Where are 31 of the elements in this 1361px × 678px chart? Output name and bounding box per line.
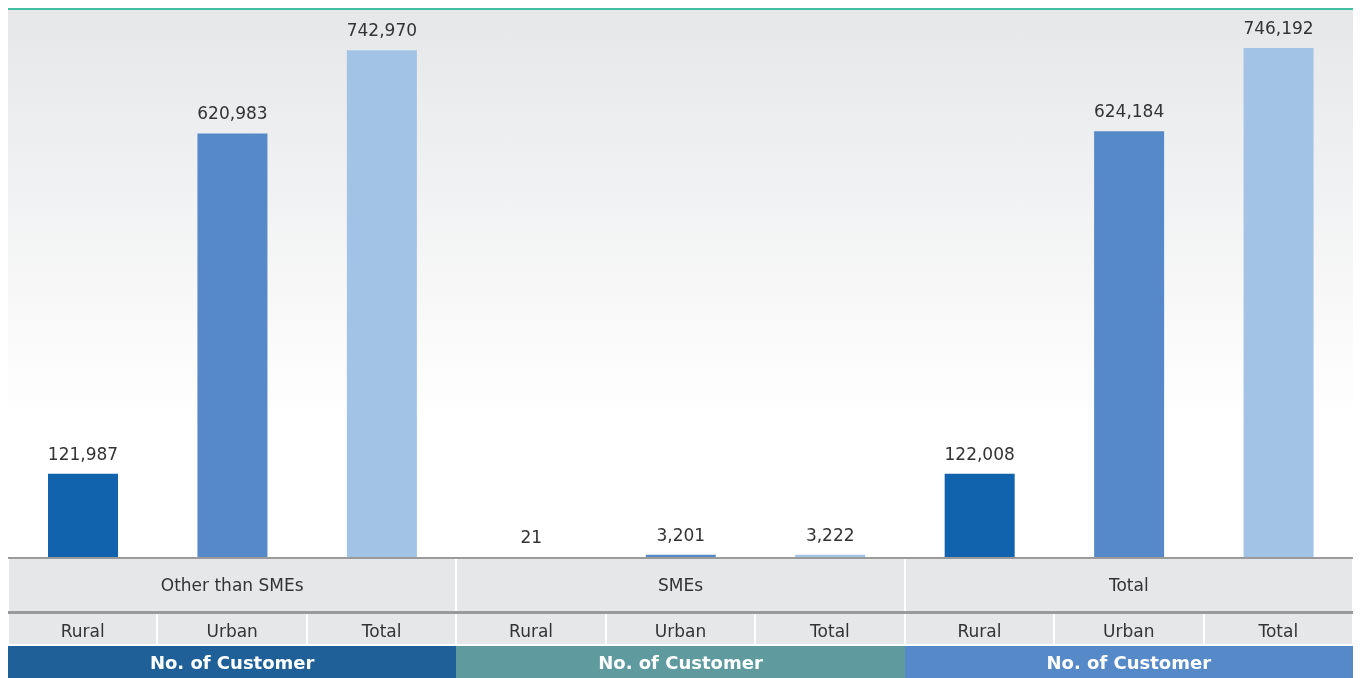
bar [346,50,417,557]
x-tick-label: Urban [206,621,258,641]
data-label: 742,970 [346,20,418,41]
data-label: 121,987 [47,443,119,464]
bar [1243,48,1314,557]
text: SMEs [457,559,904,611]
text: Other than SMEs [9,559,456,611]
x-tick-label: Urban [1103,621,1155,641]
text: No. of Customer [456,646,905,678]
bar [645,554,716,557]
x-tick-label: Total [1257,621,1299,641]
bar [1094,131,1165,557]
text: No. of Customer [904,646,1353,678]
bar [795,554,866,557]
data-label: 3,201 [656,524,706,545]
data-label: 21 [520,526,543,547]
data-label: 122,008 [944,443,1015,464]
x-tick-label: Urban [654,621,707,641]
x-tick-label: Rural [957,621,1002,641]
bar [197,133,268,557]
data-label: 746,192 [1243,18,1314,38]
x-tick-label: Rural [509,621,554,641]
text: No. of Customer [8,646,457,678]
x-tick-label: Total [360,621,402,641]
bar [48,473,118,557]
x-tick-label: Total [809,621,850,641]
bar [944,473,1015,557]
x-tick-label: Rural [60,621,105,641]
data-label: 3,222 [805,524,855,545]
data-label: 620,983 [197,103,268,124]
data-label: 624,184 [1093,101,1165,122]
